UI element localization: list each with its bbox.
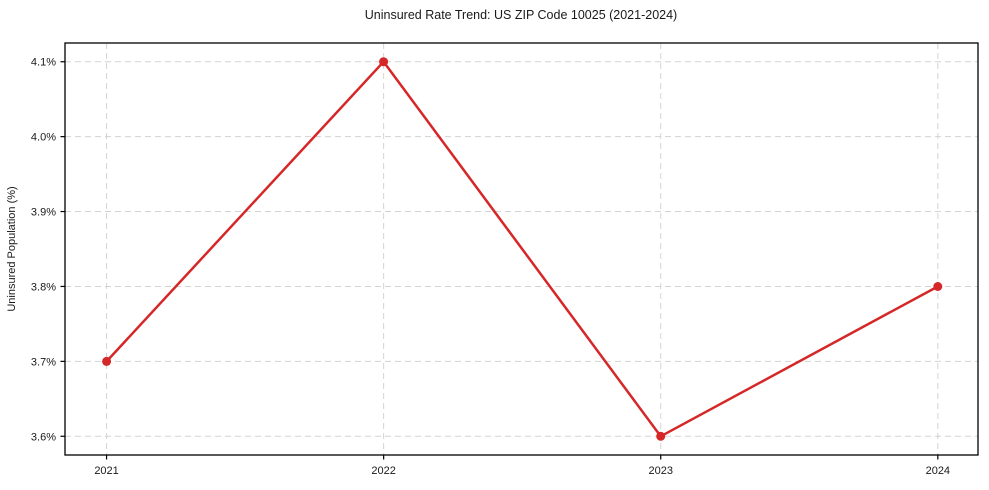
y-tick-label: 3.7% [31, 356, 56, 368]
data-point-2023 [656, 431, 666, 441]
x-tick-label: 2021 [94, 465, 118, 477]
trend-line [105, 60, 940, 438]
y-tick-label: 3.9% [31, 207, 56, 219]
x-tick-label: 2023 [648, 465, 672, 477]
y-axis-label: Uninsured Population (%) [6, 186, 18, 311]
y-tick-label: 3.6% [31, 431, 56, 443]
y-tick-label: 4.0% [31, 132, 56, 144]
y-tick-label: 4.1% [31, 57, 56, 69]
data-point-2024 [933, 282, 943, 291]
chart-title: Uninsured Rate Trend: US ZIP Code 10025 … [365, 8, 677, 22]
chart-plot-area: 3.6% 3.7% 3.8% 3.9% 4.0% 4.1% 2021 2022 2023 2024 [31, 42, 979, 477]
x-tick-label: 2024 [926, 465, 950, 477]
x-tick-label: 2022 [371, 465, 395, 477]
data-point-2022 [379, 57, 389, 67]
y-tick-label: 3.8% [31, 281, 56, 293]
data-point-2021 [102, 356, 112, 366]
plot-border [64, 42, 979, 456]
